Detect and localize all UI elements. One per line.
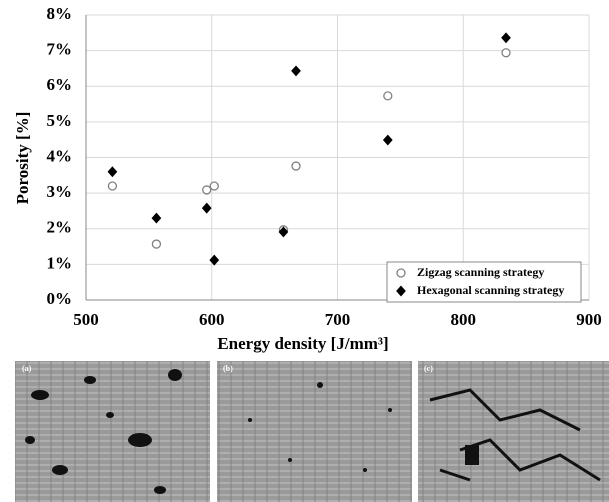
data-point	[278, 226, 289, 238]
data-point	[201, 202, 212, 214]
data-point	[107, 166, 118, 178]
y-tick-label: 0%	[47, 289, 73, 308]
data-point	[291, 65, 301, 77]
legend-box	[386, 261, 582, 303]
data-point	[382, 134, 393, 146]
y-axis-label: Porosity [%]	[13, 112, 32, 205]
x-tick-label: 600	[199, 310, 225, 329]
data-point	[209, 254, 220, 266]
panel-label: (b)	[223, 364, 233, 373]
data-point	[209, 181, 219, 191]
x-tick-label: 900	[576, 310, 602, 329]
x-axis-label: Energy density [J/mm³]	[217, 334, 388, 353]
legend-marker	[396, 268, 406, 278]
legend-marker	[396, 285, 406, 297]
micrograph-b	[217, 361, 412, 502]
y-tick-label: 6%	[47, 75, 73, 94]
panel-label: (c)	[424, 364, 433, 373]
x-tick-label: 700	[325, 310, 351, 329]
y-tick-label: 7%	[47, 40, 73, 59]
y-tick-label: 3%	[47, 182, 73, 201]
micrograph-c	[418, 361, 609, 502]
panel-label: (a)	[22, 364, 32, 373]
y-tick-label: 2%	[47, 218, 73, 237]
legend-label: Zigzag scanning strategy	[417, 265, 544, 279]
data-point	[501, 32, 511, 44]
data-point	[291, 161, 301, 171]
y-tick-label: 5%	[47, 111, 73, 130]
legend-label: Hexagonal scanning strategy	[417, 283, 564, 297]
y-tick-label: 1%	[47, 253, 73, 272]
data-point	[501, 48, 511, 58]
data-point	[151, 212, 162, 224]
data-point	[202, 185, 212, 195]
data-point	[151, 239, 162, 249]
y-tick-label: 4%	[47, 146, 73, 165]
micrograph-a	[15, 361, 210, 502]
data-point	[107, 181, 118, 191]
data-point	[383, 91, 393, 101]
x-tick-label: 800	[451, 310, 477, 329]
y-tick-label: 8%	[47, 4, 73, 23]
x-tick-label: 500	[73, 310, 99, 329]
